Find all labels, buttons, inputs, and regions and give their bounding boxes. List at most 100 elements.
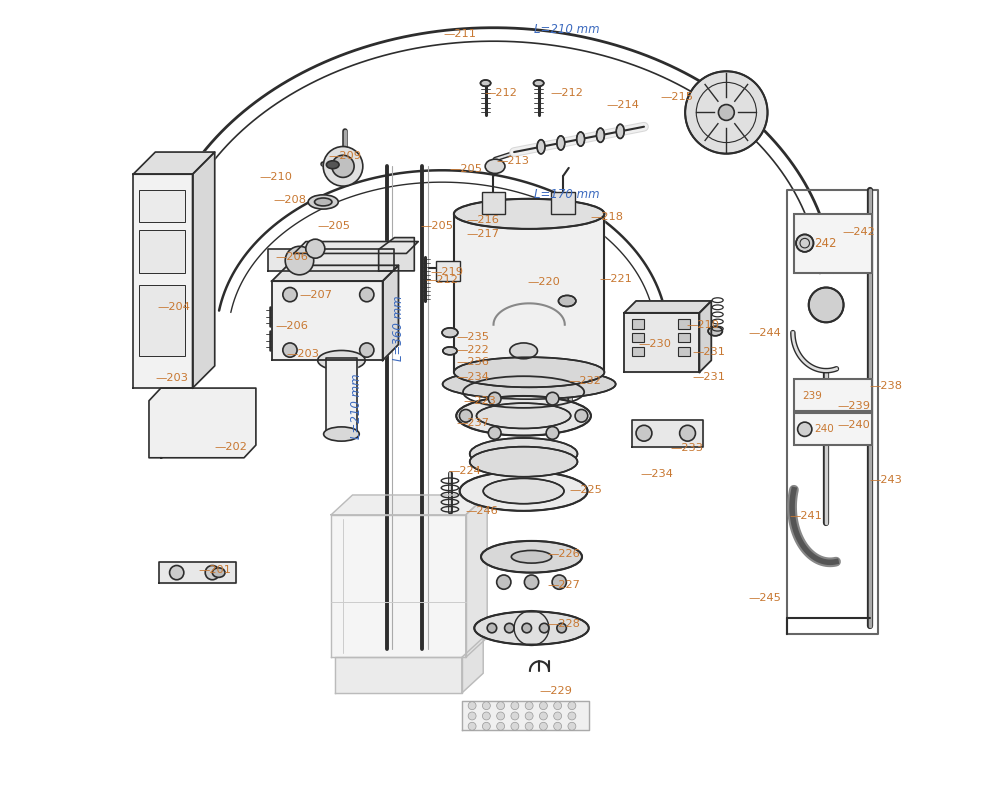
Ellipse shape <box>533 80 543 86</box>
Text: —210: —210 <box>686 320 719 329</box>
Bar <box>677 347 689 356</box>
Bar <box>794 413 872 445</box>
Polygon shape <box>271 265 398 281</box>
Circle shape <box>635 425 651 441</box>
Text: 242: 242 <box>813 237 836 249</box>
Circle shape <box>467 712 475 720</box>
Text: —228: —228 <box>547 619 580 629</box>
Circle shape <box>567 702 575 710</box>
Text: —203: —203 <box>286 349 318 359</box>
Circle shape <box>539 623 548 633</box>
Circle shape <box>545 392 558 405</box>
Text: —205: —205 <box>449 164 481 173</box>
Circle shape <box>487 623 496 633</box>
Text: —212: —212 <box>425 275 458 284</box>
Bar <box>631 347 643 356</box>
Circle shape <box>539 702 547 710</box>
Polygon shape <box>192 152 215 388</box>
Ellipse shape <box>576 132 584 147</box>
Polygon shape <box>294 242 418 253</box>
Text: —213: —213 <box>496 156 529 166</box>
Text: —222: —222 <box>456 345 488 355</box>
Ellipse shape <box>456 396 591 436</box>
Text: —201: —201 <box>198 565 231 575</box>
Text: —246: —246 <box>464 506 497 516</box>
Text: 239: 239 <box>802 391 821 401</box>
Text: —219: —219 <box>431 267 463 276</box>
Circle shape <box>511 712 519 720</box>
Text: —229: —229 <box>539 686 572 695</box>
Ellipse shape <box>476 403 570 428</box>
Text: —203: —203 <box>155 373 188 383</box>
Text: —236: —236 <box>456 357 489 367</box>
Text: —204: —204 <box>158 303 190 312</box>
Circle shape <box>718 105 734 120</box>
Polygon shape <box>159 562 236 583</box>
Circle shape <box>205 565 219 580</box>
Circle shape <box>359 343 374 357</box>
Text: —212: —212 <box>483 89 517 98</box>
Ellipse shape <box>480 541 582 573</box>
Polygon shape <box>133 152 215 174</box>
Circle shape <box>488 427 501 440</box>
Polygon shape <box>631 420 703 447</box>
Bar <box>677 333 689 342</box>
Text: —244: —244 <box>747 328 781 337</box>
Bar <box>794 379 872 411</box>
Text: —238: —238 <box>869 381 902 390</box>
Circle shape <box>482 722 490 730</box>
Text: —214: —214 <box>606 101 639 110</box>
Text: L=210 mm: L=210 mm <box>350 374 363 439</box>
Ellipse shape <box>556 135 564 150</box>
Ellipse shape <box>326 161 339 169</box>
Text: —242: —242 <box>841 227 874 237</box>
Circle shape <box>575 409 587 422</box>
Polygon shape <box>379 238 414 271</box>
Circle shape <box>524 575 538 589</box>
Ellipse shape <box>558 295 575 307</box>
Ellipse shape <box>454 199 603 229</box>
Circle shape <box>525 712 532 720</box>
Circle shape <box>283 287 297 302</box>
Polygon shape <box>331 495 487 515</box>
Bar <box>677 319 689 329</box>
Text: 240: 240 <box>813 425 833 434</box>
Text: —220: —220 <box>528 277 560 287</box>
Text: —212: —212 <box>550 89 583 98</box>
Ellipse shape <box>442 369 615 399</box>
Ellipse shape <box>474 611 588 645</box>
Circle shape <box>458 409 471 422</box>
Polygon shape <box>461 701 588 730</box>
Bar <box>631 319 643 329</box>
Circle shape <box>808 287 843 322</box>
Circle shape <box>285 246 314 275</box>
Text: L=210 mm: L=210 mm <box>533 23 599 36</box>
Circle shape <box>679 425 695 441</box>
Bar <box>794 214 872 273</box>
Text: —211: —211 <box>443 29 476 39</box>
Circle shape <box>467 702 475 710</box>
Text: —205: —205 <box>420 221 454 230</box>
Bar <box>139 190 185 222</box>
Bar <box>139 285 185 356</box>
Polygon shape <box>465 495 487 657</box>
Ellipse shape <box>469 447 577 477</box>
Text: —202: —202 <box>215 443 247 452</box>
Ellipse shape <box>308 195 338 209</box>
Circle shape <box>553 712 561 720</box>
Text: —231: —231 <box>691 372 725 382</box>
Circle shape <box>331 155 354 177</box>
Circle shape <box>511 722 519 730</box>
Ellipse shape <box>797 422 811 436</box>
Circle shape <box>504 623 514 633</box>
Ellipse shape <box>511 550 551 563</box>
Text: —241: —241 <box>789 511 821 520</box>
Ellipse shape <box>442 328 458 337</box>
Text: —239: —239 <box>836 402 870 411</box>
Text: —232: —232 <box>567 376 600 386</box>
Circle shape <box>283 343 297 357</box>
Polygon shape <box>699 301 711 372</box>
Ellipse shape <box>480 80 490 86</box>
Text: —235: —235 <box>456 332 489 341</box>
Polygon shape <box>335 657 461 693</box>
